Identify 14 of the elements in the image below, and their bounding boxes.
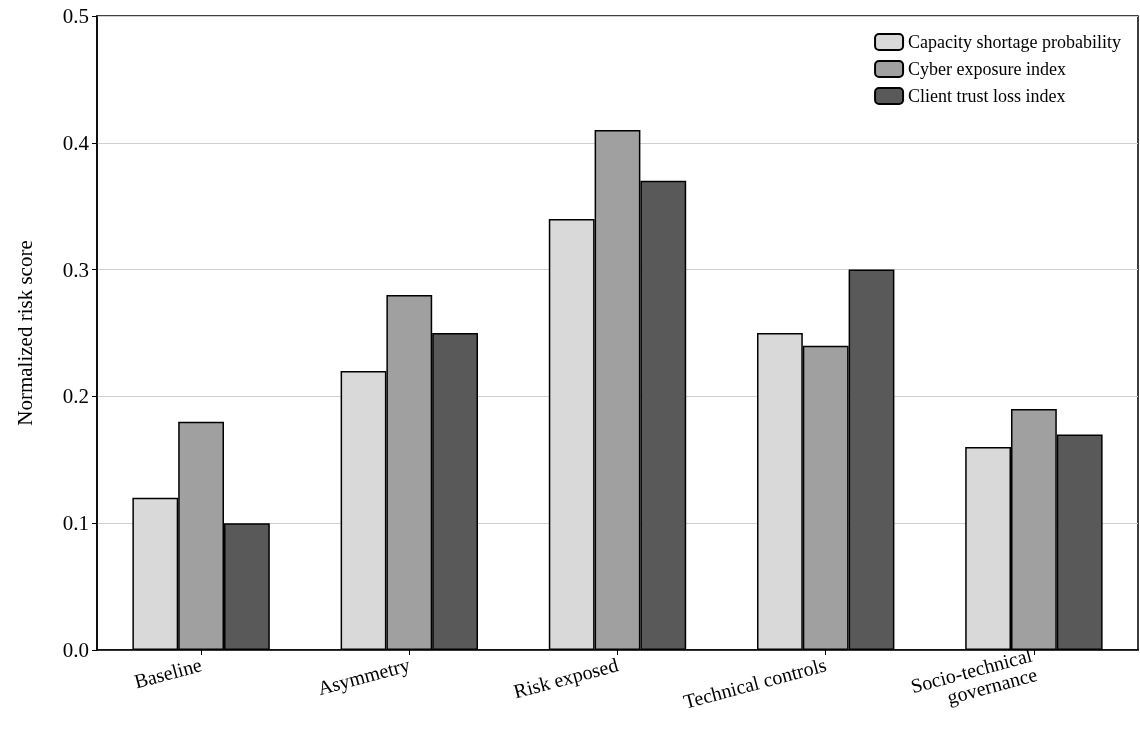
legend-label: Client trust loss index [908,86,1066,106]
y-tick-label: 0.5 [62,4,89,28]
y-tick-label: 0.3 [62,257,89,282]
y-tick-label: 0.0 [62,638,89,662]
y-axis-title: Normalized risk score [12,240,37,426]
legend-label: Capacity shortage probability [908,32,1122,52]
x-tick-label: Baseline [131,653,205,693]
x-tick-label: Asymmetry [315,653,413,701]
y-tick-label: 0.2 [62,384,89,409]
y-tick-label: 0.4 [62,130,90,155]
x-tick-label: Technical controls [680,653,829,713]
y-tick-label: 0.1 [62,511,89,536]
x-tick-label: Risk exposed [511,653,621,704]
legend-label: Cyber exposure index [908,59,1067,79]
